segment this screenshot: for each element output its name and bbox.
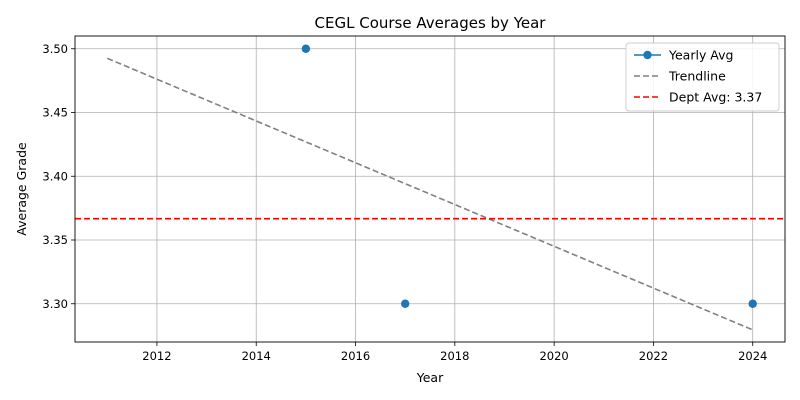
yearly-avg-point — [400, 299, 410, 308]
x-tick-label: 2014 — [242, 349, 271, 363]
chart-title: CEGL Course Averages by Year — [315, 14, 547, 32]
x-tick-label: 2018 — [440, 349, 469, 363]
plot-frame — [74, 35, 786, 343]
y-tick-label: 3.45 — [42, 106, 68, 120]
legend-entry: Trendline — [668, 69, 726, 84]
yearly-avg-point — [301, 44, 311, 53]
x-tick-label: 2022 — [639, 349, 668, 363]
yearly-avg-point — [748, 299, 757, 308]
legend-entry: Yearly Avg — [668, 48, 733, 63]
x-tick-label: 2024 — [738, 349, 767, 363]
ticks: 2012 2014 2016 2018 2020 2022 2024 3.30 3.35 3.40… — [42, 42, 767, 363]
x-axis-label: Year — [416, 370, 444, 385]
y-tick-label: 3.35 — [42, 233, 68, 247]
legend-entry: Dept Avg: 3.37 — [669, 90, 762, 105]
grid — [75, 36, 785, 342]
y-tick-label: 3.30 — [42, 297, 68, 311]
legend-marker-yearly-avg — [643, 50, 652, 60]
legend-box — [625, 42, 780, 112]
legend: Yearly Avg Trendline Dept Avg: 3.37 — [625, 42, 780, 112]
x-tick-label: 2016 — [341, 349, 370, 363]
data-layer — [75, 44, 785, 331]
x-tick-label: 2012 — [142, 349, 171, 363]
y-axis-label: Average Grade — [14, 142, 29, 236]
y-tick-label: 3.50 — [42, 42, 68, 56]
x-tick-label: 2020 — [539, 349, 568, 363]
y-tick-label: 3.40 — [42, 169, 68, 183]
